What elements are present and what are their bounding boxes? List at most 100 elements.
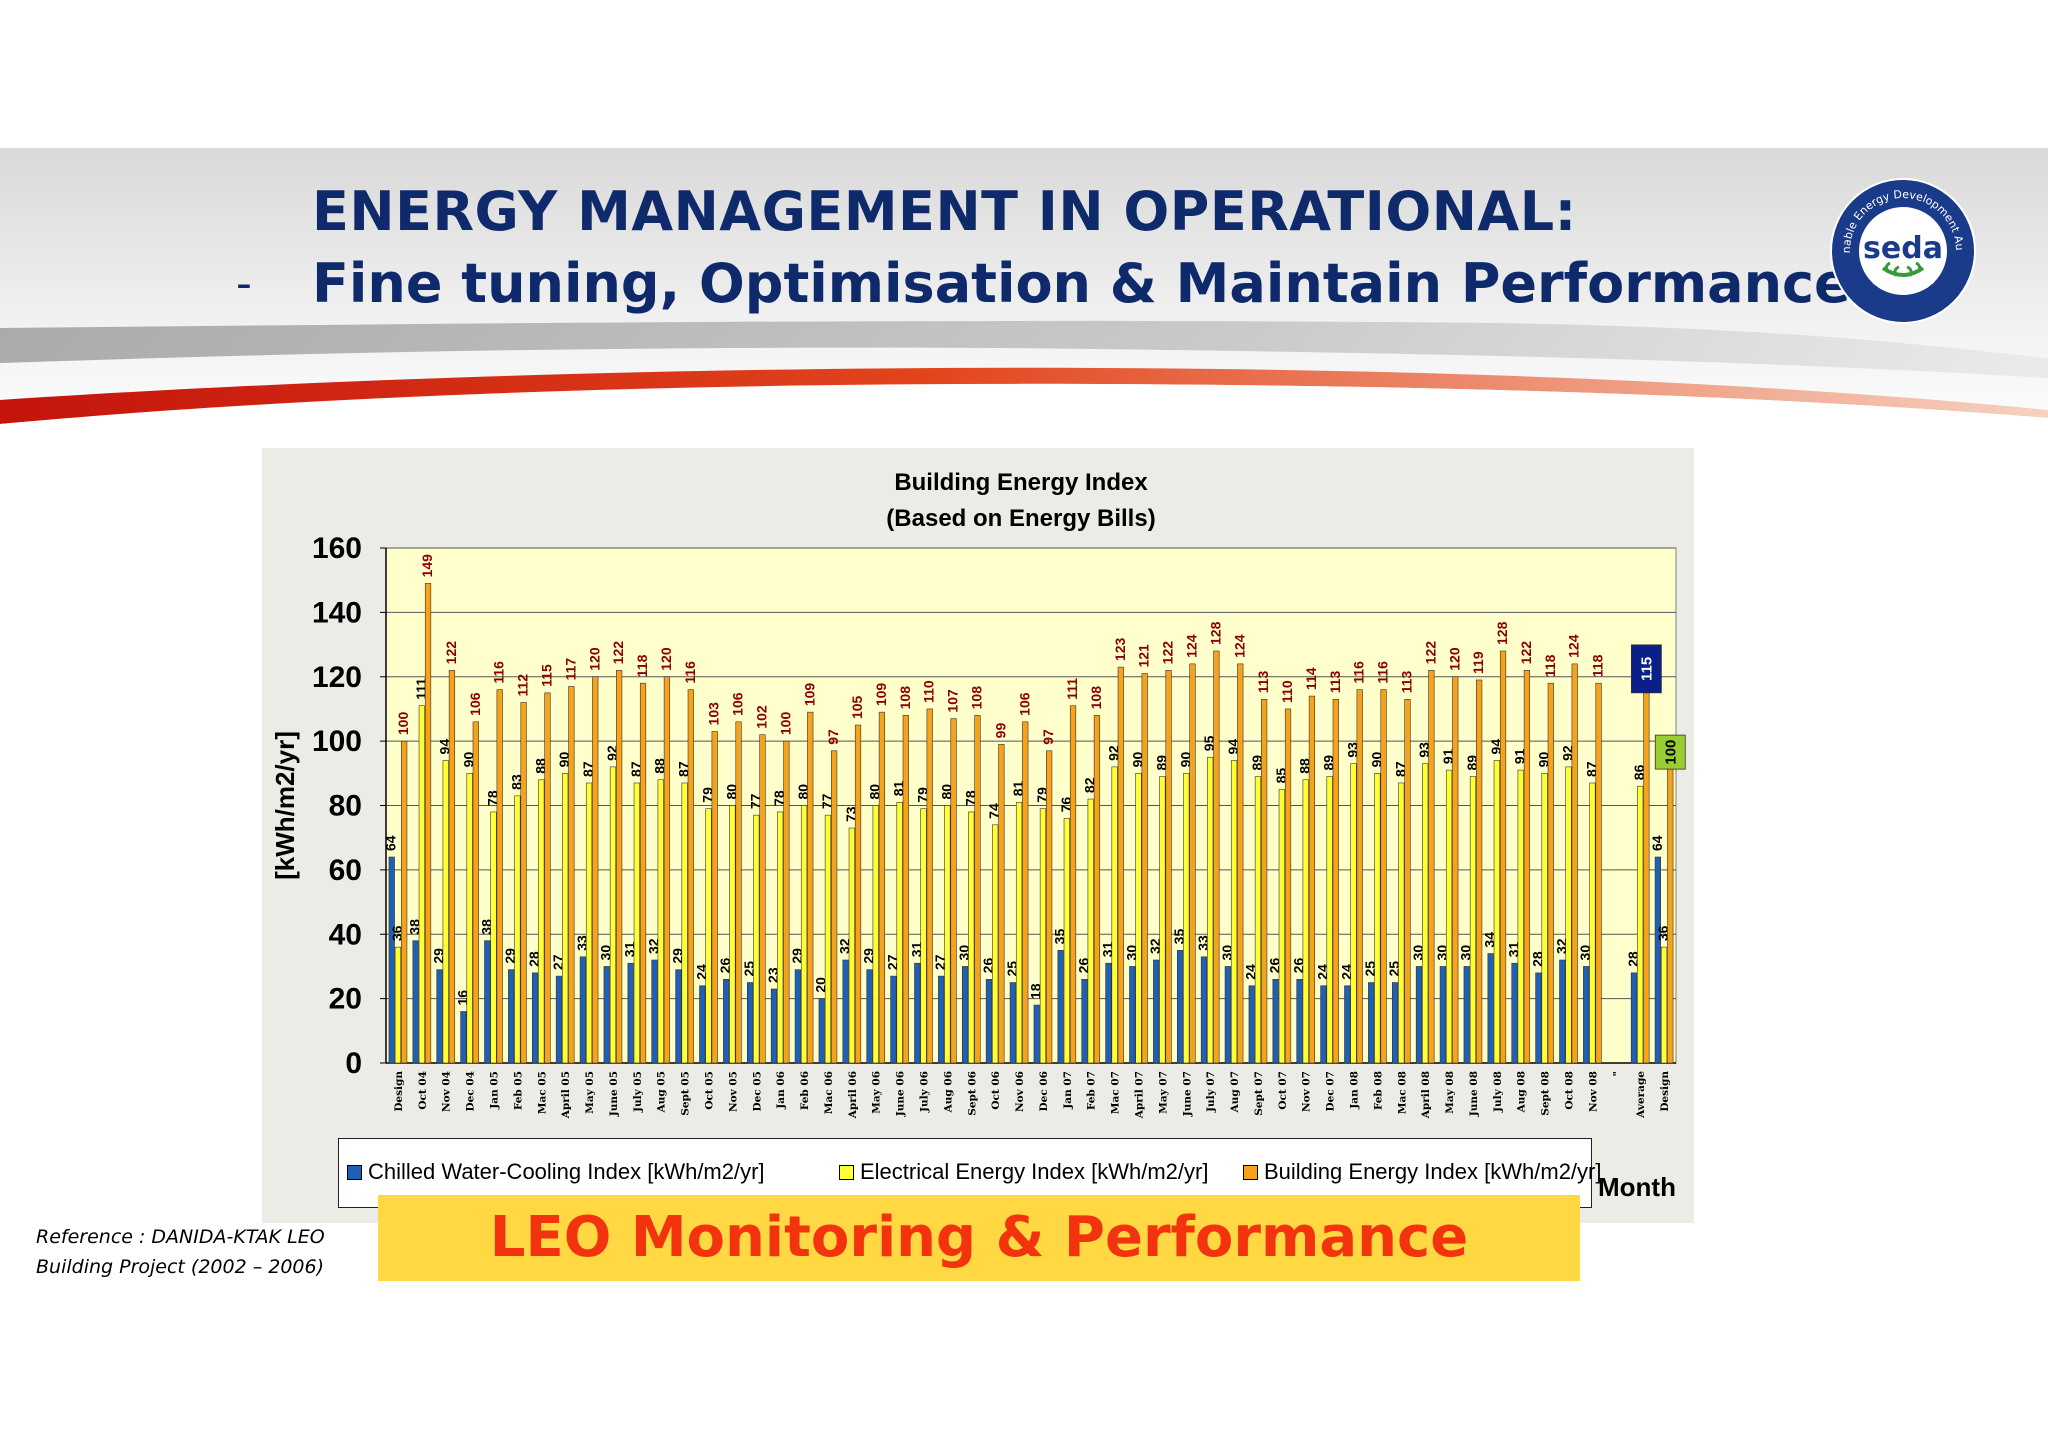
bar-electrical: [585, 782, 593, 1064]
data-label-electrical: 90: [461, 752, 477, 768]
bar-building: [1022, 721, 1029, 1064]
data-label-building: 110: [1279, 680, 1295, 703]
x-tick-label: June 06: [895, 1071, 907, 1117]
seda-logo-icon: Sustainable Energy Development Authority…: [1828, 176, 1976, 324]
x-tick-label: July 06: [919, 1071, 931, 1113]
bar-electrical: [729, 805, 736, 1064]
x-tick-label: Oct 04: [417, 1071, 429, 1110]
data-label-chilled: 26: [1267, 958, 1283, 974]
data-label-electrical: 74: [986, 803, 1002, 819]
x-axis-label: Month: [1598, 1172, 1676, 1202]
data-label-electrical: 87: [628, 761, 644, 777]
bar-electrical: [562, 773, 569, 1064]
x-tick-label: April 08: [1420, 1071, 1432, 1119]
bar-building: [1189, 663, 1196, 1064]
x-tick-label: Sept 06: [966, 1071, 978, 1116]
y-tick-label: 140: [312, 596, 362, 629]
data-label-electrical: 80: [867, 784, 883, 800]
bar-building: [472, 721, 479, 1064]
bar-electrical: [896, 801, 903, 1064]
y-axis-label: [kWh/m2/yr]: [270, 731, 300, 880]
bar-electrical: [1565, 766, 1572, 1064]
data-label-chilled: 31: [1099, 941, 1115, 957]
caption-banner: LEO Monitoring & Performance: [378, 1195, 1580, 1281]
bar-electrical: [800, 805, 808, 1064]
data-label-chilled: 30: [1434, 945, 1450, 961]
data-label-chilled: 33: [1195, 935, 1211, 951]
bar-building: [1404, 698, 1411, 1064]
data-label-electrical: 80: [938, 784, 954, 800]
data-label-building: 124: [1231, 634, 1247, 658]
bar-chilled: [579, 956, 586, 1064]
x-tick-label: April 07: [1134, 1071, 1146, 1119]
bar-building: [1571, 663, 1578, 1064]
bar-building: [639, 682, 647, 1064]
bar-building: [1261, 698, 1268, 1064]
data-label-electrical: 79: [1034, 787, 1050, 803]
bar-chilled: [1105, 962, 1112, 1064]
data-label-chilled: 24: [1314, 964, 1330, 980]
bar-chilled: [699, 985, 706, 1064]
bar-electrical: [1422, 763, 1429, 1064]
data-label-electrical: 80: [723, 784, 739, 800]
bar-electrical: [1278, 789, 1285, 1064]
bar-electrical: [753, 814, 760, 1064]
data-label-electrical: 94: [1488, 739, 1504, 755]
bar-building: [1165, 670, 1172, 1064]
data-label-chilled: 26: [1291, 958, 1307, 974]
data-label-chilled: 29: [502, 948, 518, 964]
data-label-electrical: 36: [1655, 925, 1671, 941]
data-label-chilled: 29: [789, 948, 805, 964]
data-label-electrical: 94: [1225, 739, 1241, 755]
data-label-chilled: 29: [669, 948, 685, 964]
bar-building: [424, 583, 432, 1064]
bar-electrical: [1350, 763, 1357, 1064]
bar-building: [1117, 666, 1124, 1064]
data-label-electrical: 88: [532, 758, 548, 774]
y-tick-label: 80: [329, 790, 362, 823]
bar-building: [1452, 676, 1459, 1064]
chart-title: Building Energy Index: [894, 469, 1148, 496]
data-label-electrical: 91: [1512, 748, 1528, 764]
data-label-electrical: 94: [437, 739, 453, 755]
bar-chilled: [1535, 972, 1542, 1064]
bar-electrical: [609, 766, 617, 1064]
reference-line-2: Building Project (2002 – 2006): [36, 1256, 325, 1278]
bar-chilled: [938, 975, 945, 1064]
bar-building: [783, 740, 790, 1064]
x-tick-label: Oct 05: [704, 1071, 716, 1110]
bar-chilled: [1583, 966, 1590, 1064]
bar-building: [950, 718, 957, 1064]
bar-building: [568, 686, 575, 1064]
x-tick-label: Nov 08: [1587, 1071, 1599, 1112]
data-label-chilled: 34: [1482, 932, 1498, 948]
bar-electrical: [1637, 785, 1644, 1064]
data-label-building: 100: [395, 712, 411, 736]
x-tick-label: Feb 05: [512, 1071, 524, 1110]
data-label-building: 105: [849, 695, 865, 719]
bar-electrical: [1087, 798, 1094, 1064]
bar-chilled: [1224, 966, 1231, 1064]
x-tick-label: July 07: [1205, 1071, 1217, 1113]
data-label-chilled: 38: [407, 919, 423, 935]
data-label-electrical: 83: [508, 774, 524, 790]
data-label-building: 121: [1136, 644, 1152, 668]
data-label-electrical: 90: [1368, 752, 1384, 768]
bar-electrical: [944, 805, 951, 1064]
data-label-chilled: 25: [1386, 961, 1402, 977]
x-tick-label: Dec 04: [465, 1071, 477, 1111]
x-tick-label: Mac 08: [1396, 1071, 1408, 1114]
data-label-electrical: 93: [1416, 742, 1432, 758]
bar-building: [663, 676, 671, 1064]
data-label-chilled: 20: [813, 977, 829, 993]
data-label-building: 119: [1470, 651, 1486, 674]
x-tick-label: April 06: [847, 1071, 859, 1119]
bar-electrical: [490, 811, 497, 1064]
data-label-building: 115: [538, 664, 554, 687]
data-label-building: 106: [730, 692, 746, 716]
data-label-chilled: 31: [1506, 941, 1522, 957]
data-label-building: 120: [658, 647, 674, 671]
bar-chilled: [1344, 985, 1351, 1064]
x-tick-label: Jan 07: [1062, 1071, 1074, 1110]
bar-electrical: [1517, 769, 1524, 1064]
